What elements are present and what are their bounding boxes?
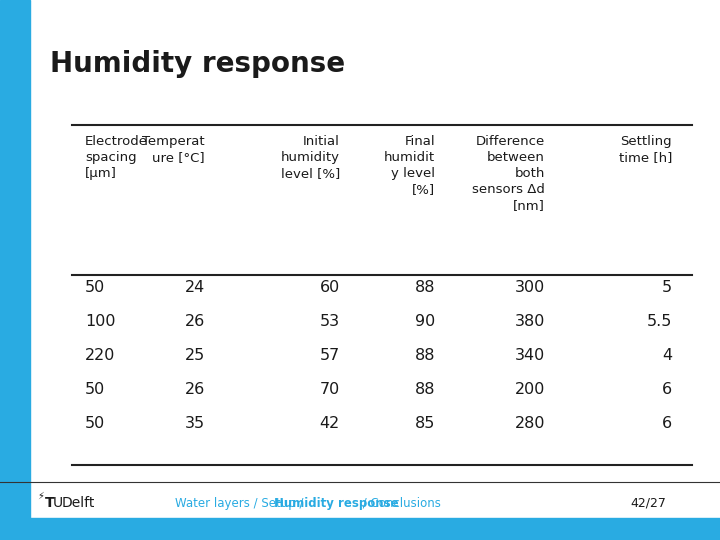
Bar	[0, 518, 720, 540]
Text: Initial: Initial	[303, 135, 340, 148]
Text: U: U	[53, 496, 63, 510]
Text: 200: 200	[515, 381, 545, 396]
Text: 88: 88	[415, 381, 435, 396]
Text: Humidity response: Humidity response	[274, 496, 399, 510]
Text: humidity: humidity	[281, 151, 340, 164]
Bar	[0, 0, 30, 540]
Text: [nm]: [nm]	[513, 199, 545, 212]
Text: y level: y level	[391, 167, 435, 180]
Text: both: both	[515, 167, 545, 180]
Text: T: T	[45, 496, 55, 510]
Text: Final: Final	[405, 135, 435, 148]
Text: 42/27: 42/27	[630, 496, 666, 510]
Text: sensors Δd: sensors Δd	[472, 183, 545, 196]
Text: / Conclusions: / Conclusions	[359, 496, 441, 510]
Text: ⚡: ⚡	[37, 491, 45, 501]
Text: 26: 26	[185, 314, 205, 328]
Text: humidit: humidit	[384, 151, 435, 164]
Text: 24: 24	[185, 280, 205, 294]
Text: 25: 25	[185, 348, 205, 362]
Text: 88: 88	[415, 348, 435, 362]
Text: level [%]: level [%]	[281, 167, 340, 180]
Text: 300: 300	[515, 280, 545, 294]
Text: 50: 50	[85, 280, 105, 294]
Text: [%]: [%]	[412, 183, 435, 196]
Text: Humidity response: Humidity response	[50, 50, 345, 78]
Text: 50: 50	[85, 415, 105, 430]
Text: time [h]: time [h]	[618, 151, 672, 164]
Text: between: between	[487, 151, 545, 164]
Text: spacing: spacing	[85, 151, 137, 164]
Text: 380: 380	[515, 314, 545, 328]
Text: 88: 88	[415, 280, 435, 294]
Text: 4: 4	[662, 348, 672, 362]
Text: Water layers / Setup /: Water layers / Setup /	[175, 496, 307, 510]
Text: 85: 85	[415, 415, 435, 430]
Text: 26: 26	[185, 381, 205, 396]
Text: ure [°C]: ure [°C]	[153, 151, 205, 164]
Text: 53: 53	[320, 314, 340, 328]
Text: 35: 35	[185, 415, 205, 430]
Text: Settling: Settling	[621, 135, 672, 148]
Text: 5.5: 5.5	[647, 314, 672, 328]
Text: [μm]: [μm]	[85, 167, 117, 180]
Text: 6: 6	[662, 415, 672, 430]
Text: 220: 220	[85, 348, 115, 362]
Text: 100: 100	[85, 314, 115, 328]
Text: Electrode: Electrode	[85, 135, 148, 148]
Text: Delft: Delft	[62, 496, 95, 510]
Text: 50: 50	[85, 381, 105, 396]
Text: 340: 340	[515, 348, 545, 362]
Text: 60: 60	[320, 280, 340, 294]
Text: Temperat: Temperat	[143, 135, 205, 148]
Text: 280: 280	[515, 415, 545, 430]
Text: 90: 90	[415, 314, 435, 328]
Text: Difference: Difference	[476, 135, 545, 148]
Text: 5: 5	[662, 280, 672, 294]
Text: 6: 6	[662, 381, 672, 396]
Text: 70: 70	[320, 381, 340, 396]
Text: 57: 57	[320, 348, 340, 362]
Text: 42: 42	[320, 415, 340, 430]
